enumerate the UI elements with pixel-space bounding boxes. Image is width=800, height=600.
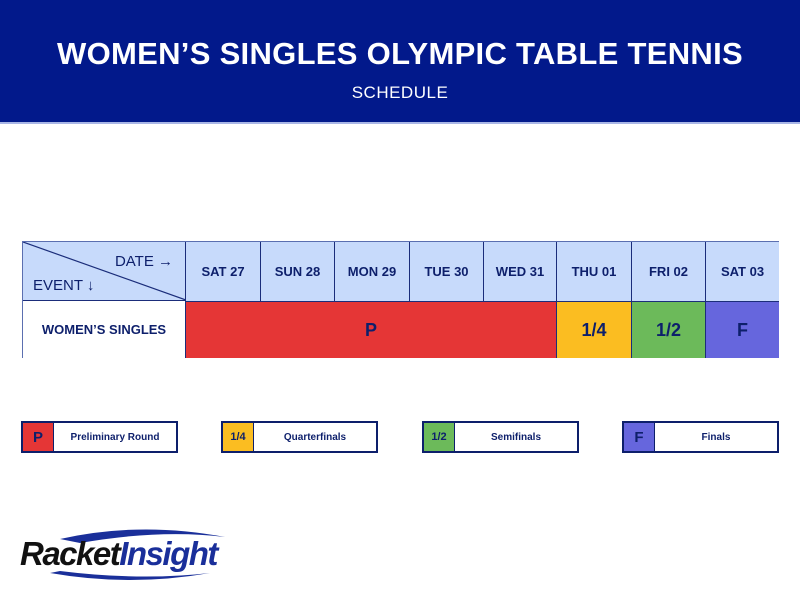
legend-swatch-semi: 1/2 [424, 423, 455, 451]
event-row-label: WOMEN’S SINGLES [23, 301, 186, 358]
preliminary-round-bar: P [186, 301, 557, 358]
diagonal-divider-icon [23, 242, 186, 301]
logo-text: RacketInsight [20, 535, 218, 572]
quarterfinals-bar: 1/4 [557, 301, 632, 358]
date-header-sat03: SAT 03 [706, 242, 779, 301]
legend-swatch-f: F [624, 423, 655, 451]
legend-swatch-quarter: 1/4 [223, 423, 254, 451]
date-header-mon29: MON 29 [335, 242, 410, 301]
legend-label: Preliminary Round [70, 431, 160, 443]
legend-item-finals: F Finals [622, 421, 779, 453]
corner-header-cell: DATE → EVENT ↓ [23, 242, 186, 301]
date-header-fri02: FRI 02 [632, 242, 706, 301]
legend-swatch-p: P [23, 423, 54, 451]
date-header-wed31: WED 31 [484, 242, 557, 301]
semifinals-bar: 1/2 [632, 301, 706, 358]
legend-item-quarterfinals: 1/4 Quarterfinals [221, 421, 378, 453]
page-title: WOMEN’S SINGLES OLYMPIC TABLE TENNIS [57, 36, 743, 71]
date-header-sat27: SAT 27 [186, 242, 261, 301]
legend-label: Finals [701, 431, 731, 443]
page-subtitle: SCHEDULE [351, 83, 449, 102]
header-banner: WOMEN’S SINGLES OLYMPIC TABLE TENNIS SCH… [0, 0, 800, 124]
finals-bar: F [706, 301, 779, 358]
legend-item-semifinals: 1/2 Semifinals [422, 421, 579, 453]
date-header-thu01: THU 01 [557, 242, 632, 301]
event-axis-label: EVENT ↓ [33, 277, 95, 294]
legend-item-preliminary: P Preliminary Round [21, 421, 178, 453]
legend-label: Quarterfinals [283, 431, 347, 443]
date-header-tue30: TUE 30 [410, 242, 484, 301]
date-axis-label: DATE → [114, 253, 173, 270]
schedule-table: DATE → EVENT ↓ SAT 27 SUN 28 MON 29 TUE … [22, 241, 779, 358]
logo-swoosh-icon [50, 529, 225, 580]
date-header-sun28: SUN 28 [261, 242, 335, 301]
legend-label: Semifinals [490, 431, 542, 443]
racketinsight-logo: RacketInsight [20, 525, 260, 583]
